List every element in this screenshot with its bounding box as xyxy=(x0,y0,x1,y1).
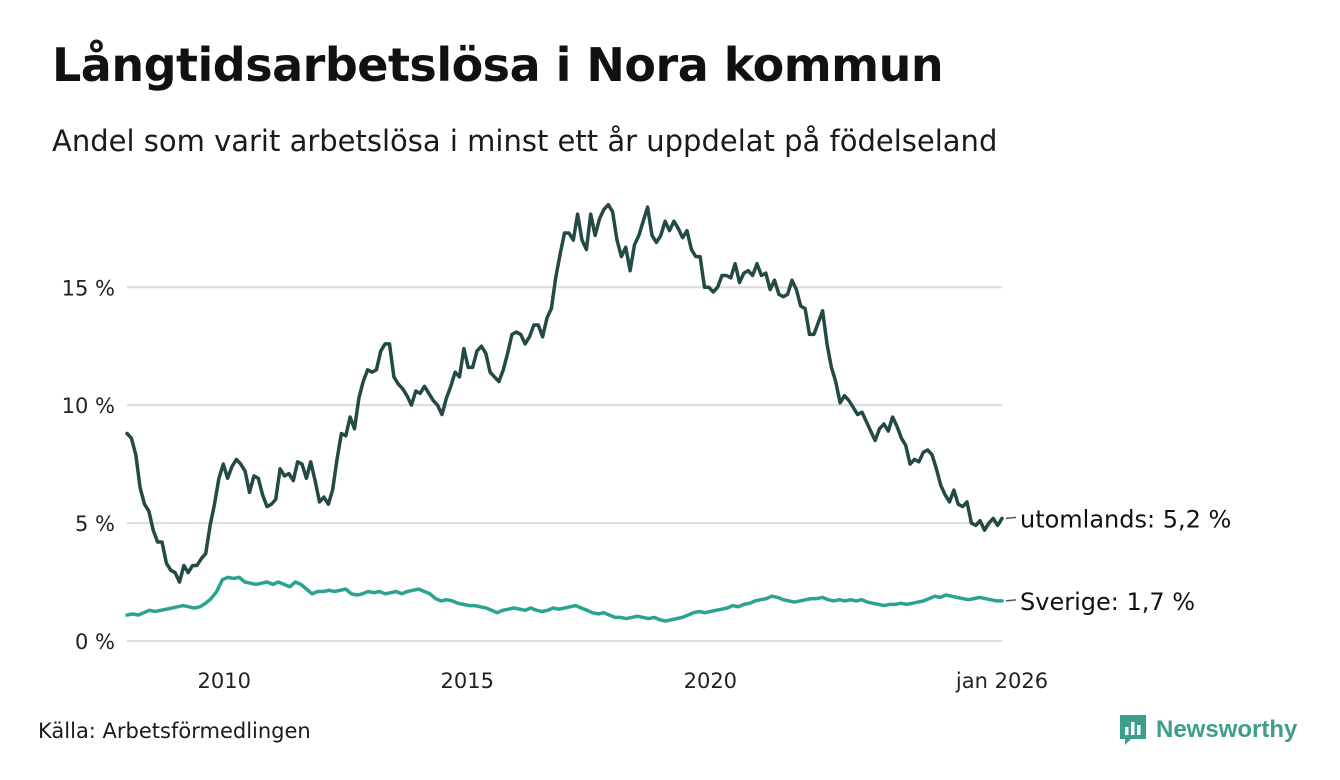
newsworthy-logo-icon xyxy=(1120,715,1146,745)
end-label-connector xyxy=(1005,599,1017,602)
brand-name: Newsworthy xyxy=(1156,716,1298,743)
series-line-utomlands xyxy=(125,202,1004,584)
y-tick-label: 5 % xyxy=(75,512,115,536)
x-tick-label: jan 2026 xyxy=(955,669,1048,693)
x-axis-ticks: 2010 2015 2020 jan 2026 xyxy=(197,669,1048,693)
end-labels: utomlands: 5,2 % Sverige: 1,7 % xyxy=(1005,505,1231,616)
end-label-utomlands: utomlands: 5,2 % xyxy=(1020,505,1231,533)
chart-subtitle: Andel som varit arbetslösa i minst ett å… xyxy=(52,124,998,158)
y-axis-ticks: 0 % 5 % 10 % 15 % xyxy=(62,276,115,654)
chart-title: Långtidsarbetslösa i Nora kommun xyxy=(52,38,944,92)
grid xyxy=(127,286,1002,642)
y-tick-label: 0 % xyxy=(75,630,115,654)
end-label-Sverige: Sverige: 1,7 % xyxy=(1020,588,1195,616)
y-tick-label: 15 % xyxy=(62,276,115,300)
series-lines xyxy=(125,202,1004,623)
series-line-Sverige xyxy=(125,575,1004,623)
x-tick-label: 2015 xyxy=(441,669,494,693)
brand-logo: Newsworthy xyxy=(1118,713,1297,747)
source-note: Källa: Arbetsförmedlingen xyxy=(38,719,311,743)
end-label-connector xyxy=(1005,516,1017,520)
y-tick-label: 10 % xyxy=(62,394,115,418)
x-tick-label: 2010 xyxy=(197,669,250,693)
x-tick-label: 2020 xyxy=(684,669,737,693)
